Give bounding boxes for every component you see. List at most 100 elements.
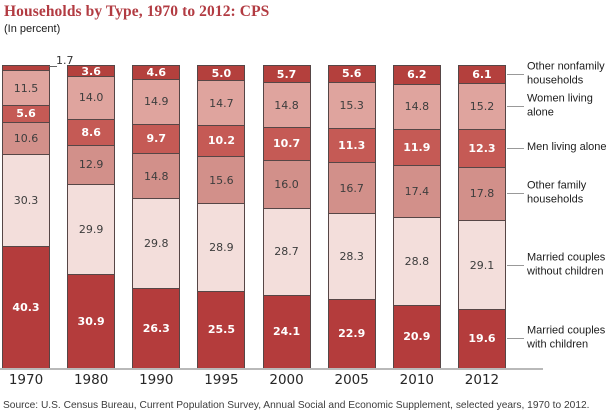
- x-axis-label-1980: 1980: [73, 372, 109, 388]
- bar-segment-2005-2: 16.7: [327, 162, 376, 213]
- bar-value-label: 30.3: [13, 193, 39, 207]
- bar-segment-2010-5: 6.2: [392, 65, 441, 84]
- bar-value-label: 3.6: [81, 64, 101, 78]
- bar-segment-2012-2: 17.8: [457, 166, 506, 221]
- bar-segment-2000-3: 10.7: [262, 127, 311, 160]
- bar-segment-2010-4: 14.8: [392, 83, 441, 129]
- bar-segment-2005-5: 5.6: [327, 64, 376, 82]
- bar-segment-2000-5: 5.7: [262, 65, 311, 83]
- x-axis-label-1990: 1990: [139, 372, 174, 388]
- bar-segment-2012-4: 15.2: [457, 83, 506, 130]
- bar-value-label: 10.7: [272, 137, 301, 151]
- bar-segment-2005-4: 15.3: [327, 81, 376, 128]
- legend-item-1: Married couples without children: [527, 251, 605, 279]
- bar-segment-1990-0: 26.3: [132, 288, 181, 368]
- bar-value-label: 14.7: [209, 96, 234, 110]
- bar-value-label: 14.8: [404, 100, 430, 114]
- bar-value-label: 28.3: [339, 249, 364, 263]
- bar-value-label: 17.8: [469, 187, 495, 201]
- bar-segment-2005-3: 11.3: [327, 128, 376, 163]
- bar-segment-1995-4: 14.7: [197, 80, 246, 125]
- page-title: Households by Type, 1970 to 2012: CPS: [4, 3, 270, 20]
- legend-label: Other family: [527, 179, 587, 192]
- legend-tick: [507, 74, 524, 75]
- x-axis-label-2000: 2000: [269, 372, 304, 388]
- legend-item-4: Women living alone: [527, 92, 593, 120]
- legend-tick: [507, 265, 524, 266]
- source-note: Source: U.S. Census Bureau, Current Popu…: [3, 400, 590, 411]
- bar-value-label: 28.7: [274, 245, 299, 259]
- legend-label: households: [527, 74, 584, 86]
- bar-segment-1990-3: 9.7: [132, 123, 181, 154]
- bar-segment-1995-5: 5.0: [197, 65, 246, 81]
- legend-label: Men living alone: [527, 141, 607, 154]
- x-axis-baseline: [0, 368, 543, 370]
- bar-value-label: 14.0: [78, 91, 104, 105]
- bar-value-label: 15.6: [209, 173, 234, 187]
- bar-value-label: 14.8: [274, 98, 299, 112]
- legend-item-5: Other nonfamily households: [527, 60, 605, 88]
- bar-segment-2012-0: 19.6: [457, 308, 506, 368]
- legend-label: Other nonfamily: [527, 60, 605, 73]
- bar-segment-2012-5: 6.1: [457, 64, 506, 84]
- bar-value-label: 29.8: [144, 237, 169, 251]
- bar-value-label: 14.9: [144, 95, 169, 109]
- bar-value-label: 4.6: [146, 65, 167, 79]
- bar-value-label: 29.9: [78, 223, 104, 237]
- bar-segment-1970-2: 10.6: [2, 121, 50, 155]
- bar-value-label: 28.9: [209, 240, 234, 254]
- bar-segment-2010-2: 17.4: [392, 164, 441, 218]
- bar-segment-2005-1: 28.3: [327, 212, 376, 299]
- bar-segment-1995-2: 15.6: [197, 155, 246, 204]
- legend-tick: [507, 338, 524, 339]
- bar-segment-2000-0: 24.1: [262, 294, 311, 368]
- bar-segment-1970-1: 30.3: [2, 154, 50, 246]
- bar-value-label: 16.7: [339, 181, 364, 195]
- bar-value-label: 28.8: [404, 255, 430, 269]
- bar-value-label: 5.7: [276, 67, 297, 81]
- legend-label: Women living: [527, 92, 593, 105]
- x-axis-label-1995: 1995: [204, 372, 239, 388]
- legend-label: with children: [527, 338, 589, 350]
- bar-segment-1980-3: 8.6: [67, 118, 116, 145]
- bar-value-label: 5.0: [211, 66, 232, 80]
- bar-value-label: 6.2: [407, 68, 427, 82]
- bar-value-label: 10.2: [207, 134, 235, 148]
- bar-segment-1990-4: 14.9: [132, 78, 181, 124]
- bar-segment-1980-2: 12.9: [67, 144, 116, 184]
- bar-value-label: 22.9: [338, 327, 366, 341]
- legend-item-0: Married couples with children: [527, 324, 605, 352]
- bar-value-label: 30.9: [77, 315, 105, 329]
- bar-segment-2012-3: 12.3: [457, 129, 506, 167]
- bar-segment-1980-5: 3.6: [67, 64, 116, 78]
- bar-value-label: 11.3: [338, 139, 366, 153]
- bar-segment-2000-4: 14.8: [262, 82, 311, 128]
- bar-value-label: 20.9: [403, 330, 431, 344]
- bar-value-label: 15.3: [339, 98, 364, 112]
- bar-segment-1990-1: 29.8: [132, 198, 181, 289]
- bar-value-label: 5.6: [16, 107, 36, 121]
- x-axis-label-2010: 2010: [399, 372, 434, 388]
- legend-label: without children: [527, 265, 604, 277]
- legend-tick: [507, 148, 524, 149]
- bar-segment-1990-5: 4.6: [132, 64, 181, 79]
- bar-value-label: 40.3: [12, 300, 40, 314]
- bar-segment-2010-1: 28.8: [392, 217, 441, 305]
- bar-value-label: 11.9: [403, 140, 431, 154]
- bar-segment-1980-4: 14.0: [67, 76, 116, 119]
- legend-item-3: Men living alone: [527, 141, 607, 155]
- bar-value-label: 19.6: [468, 332, 496, 346]
- bar-value-label: 17.4: [404, 185, 430, 199]
- bar-segment-1980-1: 29.9: [67, 183, 116, 275]
- bar-segment-1990-2: 14.8: [132, 153, 181, 199]
- bar-segment-1970-4: 11.5: [2, 70, 50, 105]
- bar-value-label: 24.1: [272, 325, 301, 339]
- callout-line: [49, 66, 57, 67]
- bar-value-label: 12.9: [78, 158, 104, 172]
- bar-segment-1970-3: 5.6: [2, 104, 50, 122]
- bar-value-label: 6.1: [472, 67, 492, 81]
- bar-segment-2010-0: 20.9: [392, 304, 441, 368]
- bar-segment-1995-0: 25.5: [197, 290, 246, 368]
- bar-segment-1995-1: 28.9: [197, 203, 246, 291]
